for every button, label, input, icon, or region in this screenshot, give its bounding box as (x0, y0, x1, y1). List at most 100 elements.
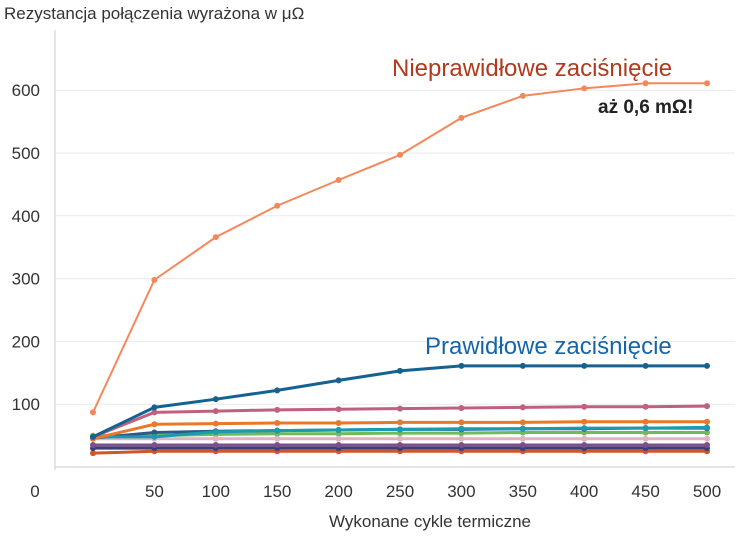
data-point (581, 442, 588, 449)
data-point (274, 202, 281, 209)
data-point (151, 421, 158, 428)
data-point (458, 442, 465, 449)
data-point (335, 177, 342, 184)
data-point (335, 435, 342, 442)
data-point (642, 425, 649, 432)
data-point (335, 406, 342, 413)
data-point (397, 151, 403, 158)
data-point (335, 442, 342, 449)
x-tick-label: 150 (263, 482, 291, 501)
data-point (458, 362, 465, 369)
data-point (519, 92, 526, 99)
series-line (92, 364, 707, 439)
data-point (704, 429, 710, 436)
x-tick-label: 0 (30, 482, 39, 501)
x-tick-label: 450 (631, 482, 659, 501)
x-tick-label: 100 (202, 482, 230, 501)
data-point (212, 420, 219, 427)
data-point (274, 387, 281, 394)
data-point (397, 367, 403, 374)
data-point (151, 442, 158, 449)
data-point (151, 433, 158, 440)
data-point (704, 362, 710, 369)
y-tick-label: 500 (12, 144, 40, 163)
data-point (335, 426, 342, 433)
data-point (212, 428, 219, 435)
data-point (704, 403, 710, 410)
x-tick-label: 500 (693, 482, 721, 501)
data-point (274, 420, 281, 427)
data-point (90, 409, 96, 416)
y-tick-label: 300 (12, 270, 40, 289)
data-point (212, 408, 219, 415)
x-tick-label: 200 (324, 482, 352, 501)
data-point (519, 419, 526, 426)
x-tick-label: 300 (447, 482, 475, 501)
data-point (704, 442, 710, 449)
data-point (704, 424, 710, 431)
data-point (642, 442, 649, 449)
data-point (212, 396, 219, 403)
annotation-correct-crimp: Prawidłowe zaciśnięcie (425, 333, 672, 360)
data-point (704, 80, 710, 87)
data-point (90, 433, 96, 440)
data-point (90, 442, 96, 449)
data-point (274, 427, 281, 434)
x-axis-label: Wykonane cykle termiczne (328, 512, 532, 531)
data-point (397, 419, 403, 426)
data-point (581, 435, 588, 442)
data-point (335, 377, 342, 384)
data-point (397, 426, 403, 433)
data-point (458, 425, 465, 432)
data-point (519, 362, 526, 369)
x-tick-label: 400 (570, 482, 598, 501)
data-point (581, 362, 588, 369)
data-point (642, 429, 649, 436)
y-tick-label: 400 (12, 207, 40, 226)
data-point (519, 404, 526, 411)
data-point (642, 418, 649, 425)
data-point (274, 442, 281, 449)
x-tick-label: 50 (145, 482, 164, 501)
data-point (90, 450, 96, 457)
data-point (397, 435, 403, 442)
x-tick-label: 350 (509, 482, 537, 501)
data-point (581, 403, 588, 410)
y-tick-label: 200 (12, 332, 40, 351)
data-point (151, 429, 158, 436)
data-point (458, 404, 465, 411)
data-point (212, 234, 219, 241)
data-point (704, 418, 710, 425)
y-tick-label: 100 (12, 395, 40, 414)
data-point (519, 435, 526, 442)
data-point (151, 404, 158, 411)
y-tick-label: 600 (12, 81, 40, 100)
data-point (581, 425, 588, 432)
data-point (212, 442, 219, 449)
chart-title: Rezystancja połączenia wyrażona w μΩ (4, 4, 305, 23)
data-point (151, 276, 158, 283)
annotation-incorrect-crimp: Nieprawidłowe zaciśnięcie (392, 55, 673, 82)
data-point (335, 420, 342, 427)
annotation-value: aż 0,6 mΩ! (598, 97, 694, 118)
data-point (642, 435, 649, 442)
data-point (581, 85, 588, 92)
data-point (519, 425, 526, 432)
data-point (212, 435, 219, 442)
data-point (704, 435, 710, 442)
data-point (151, 409, 158, 416)
x-tick-label: 250 (386, 482, 414, 501)
data-point (397, 442, 403, 449)
data-point (458, 419, 465, 426)
data-point (642, 403, 649, 410)
series-line (92, 82, 707, 413)
data-point (642, 80, 649, 87)
data-point (458, 114, 465, 121)
data-point (274, 435, 281, 442)
data-point (458, 435, 465, 442)
data-point (274, 406, 281, 413)
data-point (519, 442, 526, 449)
data-point (581, 418, 588, 425)
data-point (642, 362, 649, 369)
